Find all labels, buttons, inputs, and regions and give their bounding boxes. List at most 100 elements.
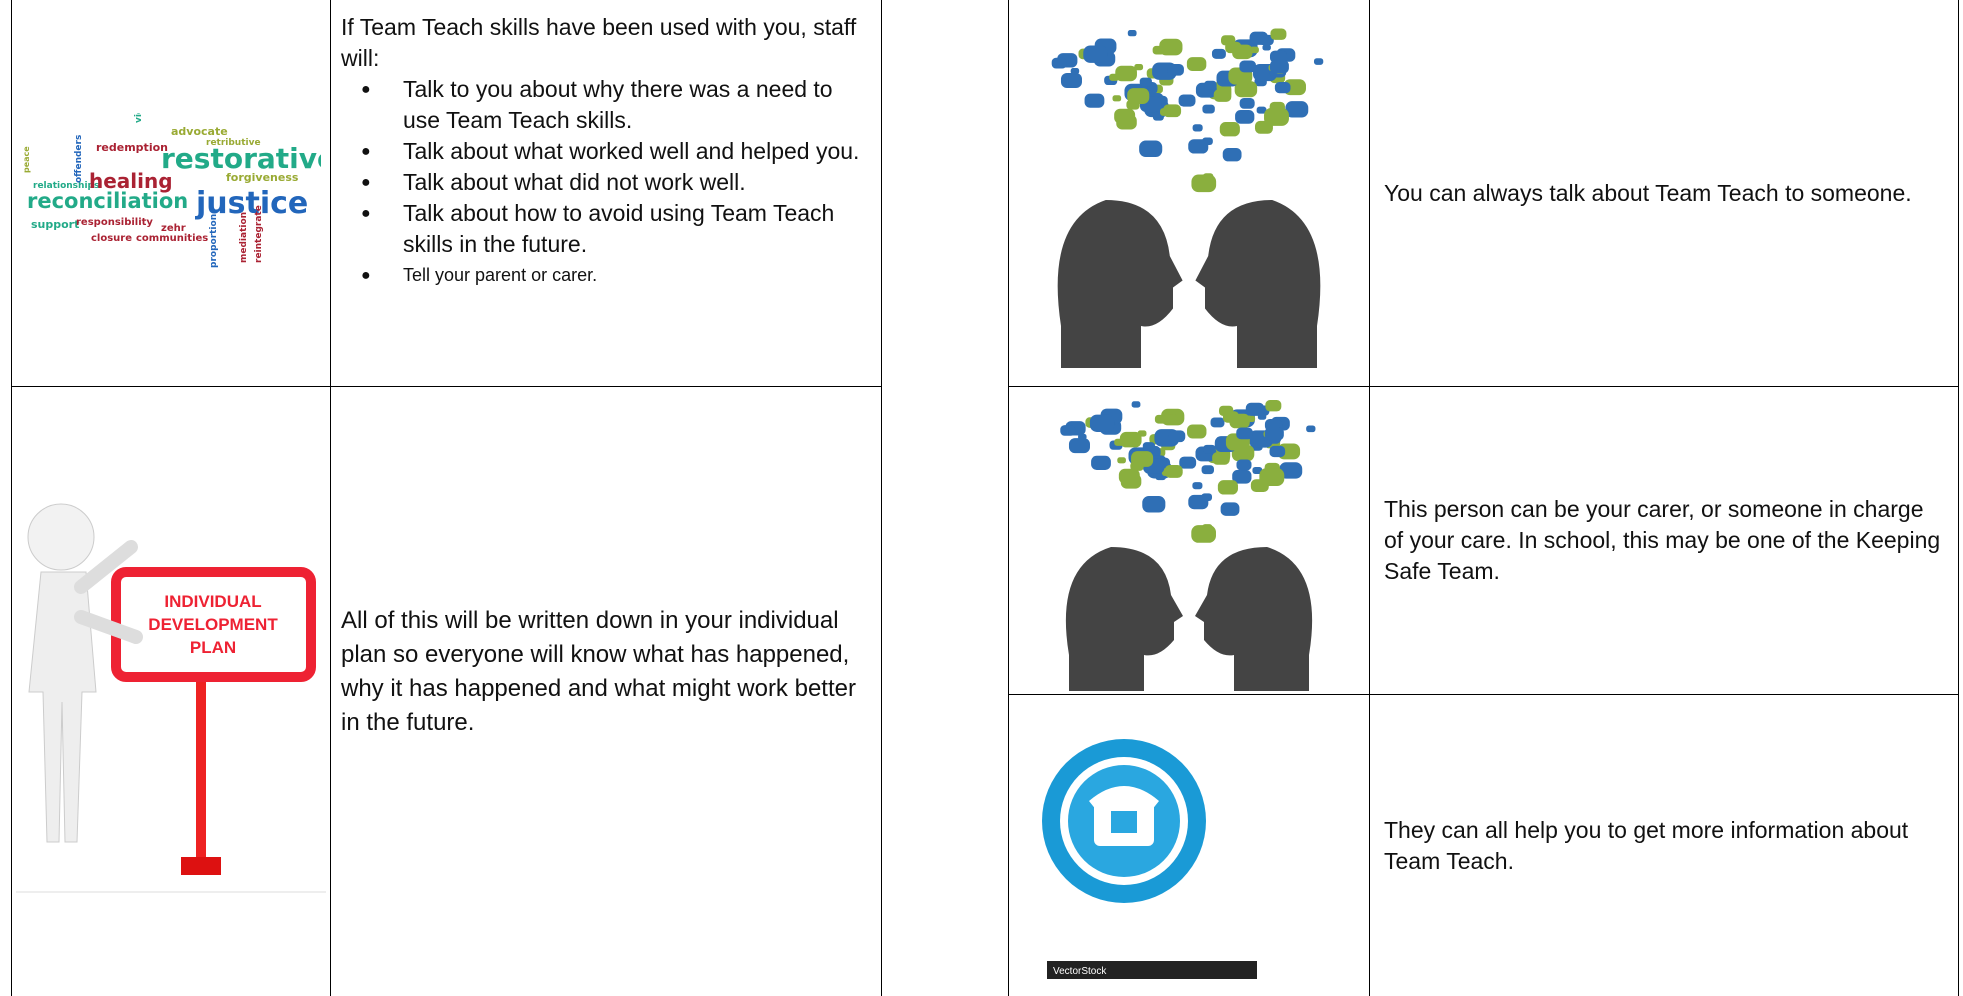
bubble: [1202, 104, 1215, 114]
watermark: VectorStock: [1053, 966, 1107, 977]
bullet: Talk about what did not work well.: [361, 167, 871, 198]
bubble: [1212, 451, 1230, 465]
border: [1958, 0, 1959, 996]
bubble: [1222, 147, 1242, 162]
bubble: [1219, 122, 1240, 137]
bubble: [1178, 94, 1196, 107]
bubble: [1202, 173, 1214, 181]
cloud-word: peace: [22, 146, 31, 173]
cloud-word: reintegrate: [254, 205, 264, 263]
bubble: [1232, 469, 1252, 484]
paragraph: They can all help you to get more inform…: [1384, 816, 1909, 874]
bullet: Talk about how to avoid using Team Teach…: [361, 198, 871, 260]
head: [1195, 546, 1313, 691]
bubble: [1070, 68, 1080, 75]
bubble: [1239, 97, 1255, 109]
sign-text: INDIVIDUAL: [164, 592, 261, 611]
cloud-word: justice: [195, 186, 308, 221]
border: [1008, 0, 1009, 996]
bubble: [1117, 456, 1126, 463]
bubble: [1256, 106, 1267, 114]
sign-text: DEVELOPMENT: [148, 615, 278, 634]
paragraph: All of this will be written down in your…: [341, 606, 856, 736]
bubble: [1264, 108, 1289, 126]
bubble: [1201, 464, 1214, 474]
bubble: [1112, 95, 1122, 102]
bubble: [1220, 501, 1240, 516]
cloud-word: healing: [89, 169, 173, 193]
phone-graphic: VectorStock: [1042, 738, 1257, 979]
bubble: [1078, 433, 1087, 440]
head: [1057, 200, 1183, 368]
talk-image: [1009, 0, 1369, 386]
bubble: [1192, 124, 1203, 132]
bubble: [1118, 468, 1140, 484]
cloud-word: victims: [134, 113, 144, 123]
head: [1195, 200, 1321, 368]
cloud-word: support: [31, 218, 79, 231]
paragraph: You can always talk about Team Teach to …: [1384, 179, 1912, 206]
bubble: [1134, 63, 1144, 71]
text-cell: You can always talk about Team Teach to …: [1370, 0, 1958, 386]
bubble: [1142, 441, 1155, 451]
cloud-word: offenders: [74, 135, 84, 183]
bubble: [1210, 416, 1225, 427]
bubble: [1203, 444, 1216, 454]
bubble: [1236, 459, 1252, 470]
bubble: [1114, 108, 1136, 124]
bubble: [1270, 28, 1287, 40]
paragraph: This person can be your carer, or someon…: [1384, 496, 1941, 584]
bubble: [1264, 426, 1284, 441]
bubble: [1313, 58, 1324, 65]
bubble: [1285, 101, 1309, 118]
bubble: [1252, 466, 1263, 474]
cloud-word: advocate: [171, 125, 228, 138]
text-cell: They can all help you to get more inform…: [1370, 695, 1958, 996]
bubble: [1142, 495, 1166, 513]
plan-graphic: INDIVIDUAL DEVELOPMENT PLAN: [16, 503, 326, 892]
bubble: [1163, 413, 1178, 424]
bubble: [1262, 44, 1271, 51]
bullet-list: Talk to you about why there was a need t…: [341, 74, 871, 291]
text-cell: This person can be your carer, or someon…: [1370, 387, 1958, 694]
bubble: [1186, 57, 1207, 72]
bubble: [1239, 60, 1257, 73]
bubble: [1269, 59, 1289, 74]
bubble: [1131, 400, 1141, 408]
cloud-word: responsibility: [76, 217, 153, 228]
cloud-word: closure: [91, 233, 132, 244]
bubble: [1160, 108, 1171, 116]
word-cloud: advocate retributive redemption restorative…: [12, 0, 330, 386]
bubble: [1188, 494, 1209, 509]
bubble: [1245, 402, 1265, 416]
bubble: [1161, 467, 1173, 476]
bubble: [1225, 41, 1242, 54]
talk-image: [1009, 387, 1369, 694]
text-cell: All of this will be written down in your…: [331, 387, 881, 996]
bubble: [1051, 57, 1067, 69]
cloud-word: reconciliation: [27, 189, 188, 213]
bubble: [1187, 424, 1207, 438]
bubble: [1115, 65, 1137, 82]
bubble: [1235, 110, 1255, 124]
bubble: [1068, 437, 1090, 453]
bubble: [1217, 479, 1238, 495]
bubble: [1084, 93, 1105, 108]
bubble: [1213, 89, 1232, 102]
bubble: [1259, 467, 1285, 486]
bubble: [1139, 140, 1163, 158]
cloud-word: communities: [136, 233, 208, 244]
bubble: [1060, 424, 1076, 436]
bubble: [1274, 82, 1291, 94]
border: [1008, 386, 1959, 387]
bubble: [1202, 523, 1213, 531]
bubble: [1211, 48, 1226, 59]
cloud-word: relationships: [33, 181, 99, 191]
border: [881, 0, 882, 996]
bullet: Talk to you about why there was a need t…: [361, 74, 871, 136]
bubble: [1279, 461, 1303, 479]
bubble: [1269, 50, 1288, 63]
head: [1065, 546, 1183, 691]
bubble: [1089, 414, 1115, 432]
